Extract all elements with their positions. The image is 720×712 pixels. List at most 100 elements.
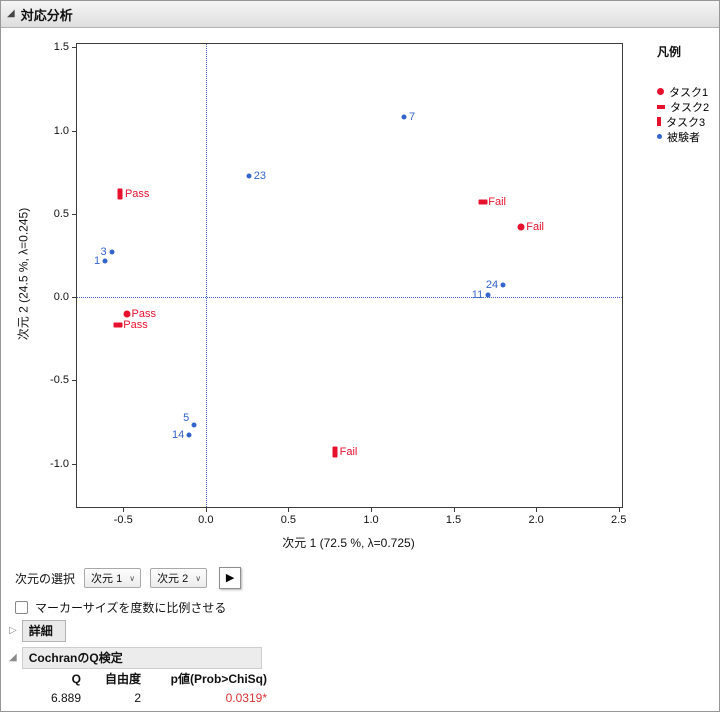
point-label: 1 (93, 254, 101, 267)
dimension2-dropdown[interactable]: 次元 2 ∨ (150, 568, 208, 588)
y-axis-tick (72, 463, 77, 465)
point-label: 3 (100, 246, 107, 259)
x-zero-reference-line (205, 44, 207, 507)
dot-marker-icon (657, 134, 662, 139)
point-label: 24 (485, 279, 499, 292)
plot-area[interactable]: -0.5 0.0 0.5 1.0 1.5 2.0 2.5 1.5 1.0 0.5 0.0 -0.5 -1… (50, 41, 626, 526)
table-value-row: 6.889 2 0.0319* (19, 690, 267, 706)
legend-item-label: タスク1 (669, 86, 709, 99)
data-point-被験者[interactable] (485, 292, 491, 298)
y-axis-tick (72, 130, 77, 132)
y-axis-tick-label: 1.0 (53, 124, 69, 137)
point-label: 14 (172, 429, 185, 442)
pvalue-header: p値(Prob>ChiSq) (170, 672, 267, 686)
dimension1-dropdown[interactable]: 次元 1 ∨ (84, 568, 142, 588)
cochran-section: ◢ CochranのQ検定 (9, 647, 262, 669)
x-axis-tick (123, 507, 125, 512)
apply-dimensions-button[interactable]: ▶ (219, 567, 242, 589)
report-titlebar: ◢ 対応分析 (1, 1, 719, 28)
y-axis-tick (72, 380, 77, 382)
circle-marker-icon (657, 88, 664, 95)
x-axis-tick-label: 0.0 (198, 514, 214, 526)
dimension1-dropdown-value: 次元 1 (91, 573, 123, 585)
x-axis-tick-label: 2.5 (611, 514, 627, 526)
marker-size-checkbox-label: マーカーサイズを度数に比例させる (35, 601, 227, 615)
point-label: Pass (131, 307, 156, 320)
data-point-被験者[interactable] (500, 282, 506, 288)
y-axis-tick (72, 47, 77, 49)
data-point-タスク3[interactable] (117, 188, 123, 200)
y-axis-tick-label: 0.5 (53, 207, 69, 220)
hbar-marker-icon (657, 104, 665, 109)
data-point-被験者[interactable] (186, 432, 192, 438)
df-value: 2 (134, 691, 141, 705)
disclosure-open-icon[interactable]: ◢ (9, 652, 17, 663)
data-point-タスク2[interactable] (113, 322, 123, 328)
data-point-被験者[interactable] (401, 114, 407, 120)
details-header[interactable]: 詳細 (21, 620, 66, 642)
x-axis-tick (288, 507, 290, 512)
q-value: 6.889 (50, 691, 81, 705)
data-point-タスク1[interactable] (517, 223, 525, 231)
chevron-down-icon: ∨ (195, 573, 202, 583)
legend-item-label: タスク2 (670, 101, 710, 114)
report-title: 対応分析 (20, 7, 73, 23)
x-axis-tick (453, 507, 455, 512)
point-label: 7 (409, 111, 416, 124)
y-axis-tick-label: -1.0 (50, 457, 69, 470)
y-axis-tick-label: 0.0 (53, 291, 69, 304)
disclosure-closed-icon[interactable]: ▷ (9, 625, 17, 636)
table-header-row: Q 自由度 p値(Prob>ChiSq) (19, 671, 267, 687)
data-point-タスク3[interactable] (332, 446, 338, 458)
x-axis-tick (205, 507, 207, 512)
x-axis-tick-label: 1.5 (445, 514, 462, 526)
x-axis-tick-label: -0.5 (113, 514, 133, 526)
y-axis-tick (72, 297, 77, 299)
point-label: Fail (526, 221, 544, 234)
cochran-header[interactable]: CochranのQ検定 (21, 647, 262, 669)
marker-size-option-row: マーカーサイズを度数に比例させる (15, 599, 226, 616)
legend-item[interactable]: タスク1 (657, 84, 719, 99)
x-axis-tick-label: 0.5 (280, 514, 297, 526)
x-axis-tick-label: 1.0 (363, 514, 379, 526)
legend-item-label: タスク3 (666, 116, 706, 129)
point-label: Fail (339, 446, 358, 459)
correspondence-plot: 次元 2 (24.5 %, λ=0.245) -0.5 0.0 0.5 1.0 1.5 2… (1, 28, 719, 568)
vbar-marker-icon (657, 117, 661, 126)
cochran-q-table: Q 自由度 p値(Prob>ChiSq) 6.889 2 0.0319* (19, 671, 267, 706)
df-header: 自由度 (104, 672, 141, 686)
legend-items: タスク1 タスク2 タスク3 被験者 (657, 84, 719, 144)
x-axis-tick (618, 507, 620, 512)
x-axis-tick (370, 507, 372, 512)
legend-title: 凡例 (657, 45, 682, 59)
legend-item[interactable]: タスク2 (657, 99, 719, 114)
y-axis-title: 次元 2 (24.5 %, λ=0.245) (16, 207, 31, 341)
legend-item[interactable]: タスク3 (657, 114, 719, 129)
point-label: 11 (471, 289, 484, 302)
data-point-被験者[interactable] (246, 173, 252, 179)
chevron-down-icon: ∨ (129, 573, 136, 583)
disclosure-open-icon[interactable]: ◢ (7, 8, 15, 19)
legend-item[interactable]: 被験者 (657, 129, 719, 144)
dimension-select-row: 次元の選択 次元 1 ∨ 次元 2 ∨ ▶ (15, 567, 242, 589)
dimension2-dropdown-value: 次元 2 (157, 573, 189, 585)
dimension-select-label: 次元の選択 (15, 571, 76, 586)
legend: 凡例 タスク1 タスク2 タスク3 被験者 (657, 43, 719, 144)
pvalue-value: 0.0319* (225, 691, 267, 705)
y-axis-tick-label: -0.5 (50, 374, 69, 387)
data-point-タスク1[interactable] (123, 310, 131, 318)
data-point-被験者[interactable] (109, 249, 115, 255)
data-point-被験者[interactable] (191, 422, 197, 428)
x-axis-tick-label: 2.0 (528, 514, 544, 526)
x-axis-title: 次元 1 (72.5 %, λ=0.725) (282, 536, 415, 550)
q-header: Q (71, 672, 81, 686)
x-axis-tick (536, 507, 538, 512)
point-label: 23 (253, 169, 266, 182)
data-point-被験者[interactable] (102, 258, 108, 263)
point-label: Fail (488, 196, 506, 209)
data-point-タスク2[interactable] (478, 199, 488, 205)
marker-size-checkbox[interactable] (15, 601, 28, 614)
y-axis-tick-label: 1.5 (53, 41, 69, 54)
play-icon: ▶ (225, 571, 235, 584)
